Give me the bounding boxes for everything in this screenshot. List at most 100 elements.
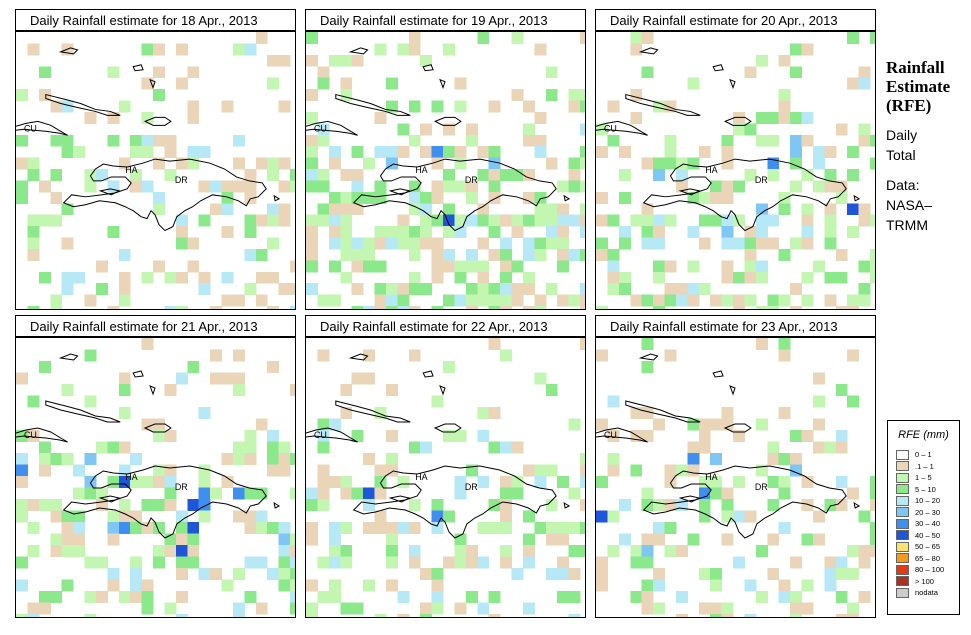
rain-cell — [675, 180, 688, 193]
legend-swatch — [896, 564, 909, 575]
rain-cell — [317, 294, 330, 307]
rain-cell — [477, 430, 490, 442]
map-panel-4: Daily Rainfall estimate for 21 Apr., 201… — [15, 315, 296, 618]
legend-item: .1 – 1 — [888, 461, 959, 473]
legend-label: .1 – 1 — [915, 461, 934, 471]
rain-cell — [397, 591, 410, 603]
rain-cell — [511, 226, 524, 239]
rain-cell — [385, 545, 398, 557]
rain-cell — [255, 556, 268, 569]
rain-cell — [596, 237, 608, 250]
rain-cell — [408, 441, 421, 454]
rain-cell — [641, 556, 654, 569]
rain-cell — [397, 476, 410, 488]
rain-cell — [653, 568, 666, 580]
legend-swatch — [896, 484, 909, 495]
rain-cell — [385, 146, 398, 159]
rain-cell — [317, 476, 330, 488]
rain-cell — [835, 191, 848, 204]
rain-cell — [675, 614, 688, 617]
rain-cell — [210, 203, 223, 216]
legend-title: RFE (mm) — [898, 429, 949, 441]
rain-cell — [107, 522, 120, 534]
rain-cell — [340, 203, 353, 216]
rain-cell — [107, 510, 120, 523]
rain-cell — [130, 134, 143, 147]
rain-cell — [687, 260, 700, 273]
product-title-line: (RFE) — [886, 96, 932, 115]
rain-cell — [465, 556, 478, 569]
rain-cell — [454, 180, 467, 193]
rain-cell — [568, 157, 581, 170]
rain-cell — [187, 66, 200, 79]
rain-cell — [363, 453, 376, 465]
rain-cell — [16, 556, 28, 569]
rain-cell — [580, 100, 585, 113]
rain-cell — [641, 294, 654, 307]
rain-cell — [664, 349, 677, 362]
rain-cell — [500, 499, 513, 511]
rain-cell — [340, 237, 353, 250]
country-label: DR — [465, 175, 478, 185]
panel-title: Daily Rainfall estimate for 23 Apr., 201… — [595, 315, 876, 337]
rain-cell — [351, 260, 364, 273]
rain-cell — [328, 260, 341, 273]
rain-cell — [118, 100, 131, 113]
rain-cell — [374, 180, 387, 193]
rain-cell — [232, 568, 245, 580]
rain-cell — [408, 43, 421, 56]
rain-cell — [244, 226, 257, 239]
rain-cell — [824, 294, 837, 307]
rain-cell — [454, 260, 467, 273]
rain-cell — [835, 271, 848, 284]
rain-cell — [385, 453, 398, 465]
legend-label: 50 – 65 — [915, 542, 941, 552]
rain-cell — [164, 476, 177, 488]
rain-cell — [408, 100, 421, 113]
rain-cell — [568, 294, 581, 307]
rain-cell — [374, 294, 387, 307]
coastline — [306, 427, 358, 443]
rain-cell — [687, 226, 700, 239]
rain-cell — [221, 100, 234, 113]
rain-cell — [397, 43, 410, 56]
rain-cell — [232, 614, 245, 617]
rain-cell — [641, 499, 654, 511]
rain-cell — [580, 283, 585, 296]
rain-cell — [607, 260, 620, 273]
rain-cell — [477, 271, 490, 284]
rain-cell — [744, 169, 757, 181]
rain-cell — [363, 499, 376, 511]
rain-cell — [824, 271, 837, 284]
rain-cell — [778, 579, 791, 592]
rain-cell — [187, 556, 200, 569]
coastline — [98, 495, 121, 503]
rain-cell — [618, 271, 631, 284]
rain-cell — [141, 522, 154, 534]
rain-cell — [721, 180, 734, 193]
country-label: CU — [24, 123, 37, 133]
coastline — [45, 400, 121, 423]
rain-cell — [755, 111, 768, 124]
rain-cell — [664, 100, 677, 113]
rain-cell — [778, 338, 791, 350]
rain-cell — [534, 522, 547, 534]
rain-cell — [374, 464, 387, 477]
rain-cell — [221, 294, 234, 307]
rain-cell — [363, 487, 376, 500]
rain-cell — [130, 180, 143, 193]
rain-cell — [870, 214, 875, 227]
rain-cell — [408, 545, 421, 557]
rain-cell — [232, 510, 245, 523]
country-label: HA — [125, 472, 137, 482]
rain-cell — [130, 556, 143, 569]
rain-cell — [290, 453, 295, 465]
rain-cell — [95, 260, 108, 273]
rain-cell — [164, 146, 177, 159]
rain-cell — [477, 260, 490, 273]
rain-cell — [580, 476, 585, 488]
rain-cell — [443, 146, 455, 159]
rain-cell — [420, 203, 433, 216]
rain-cell — [340, 169, 353, 181]
